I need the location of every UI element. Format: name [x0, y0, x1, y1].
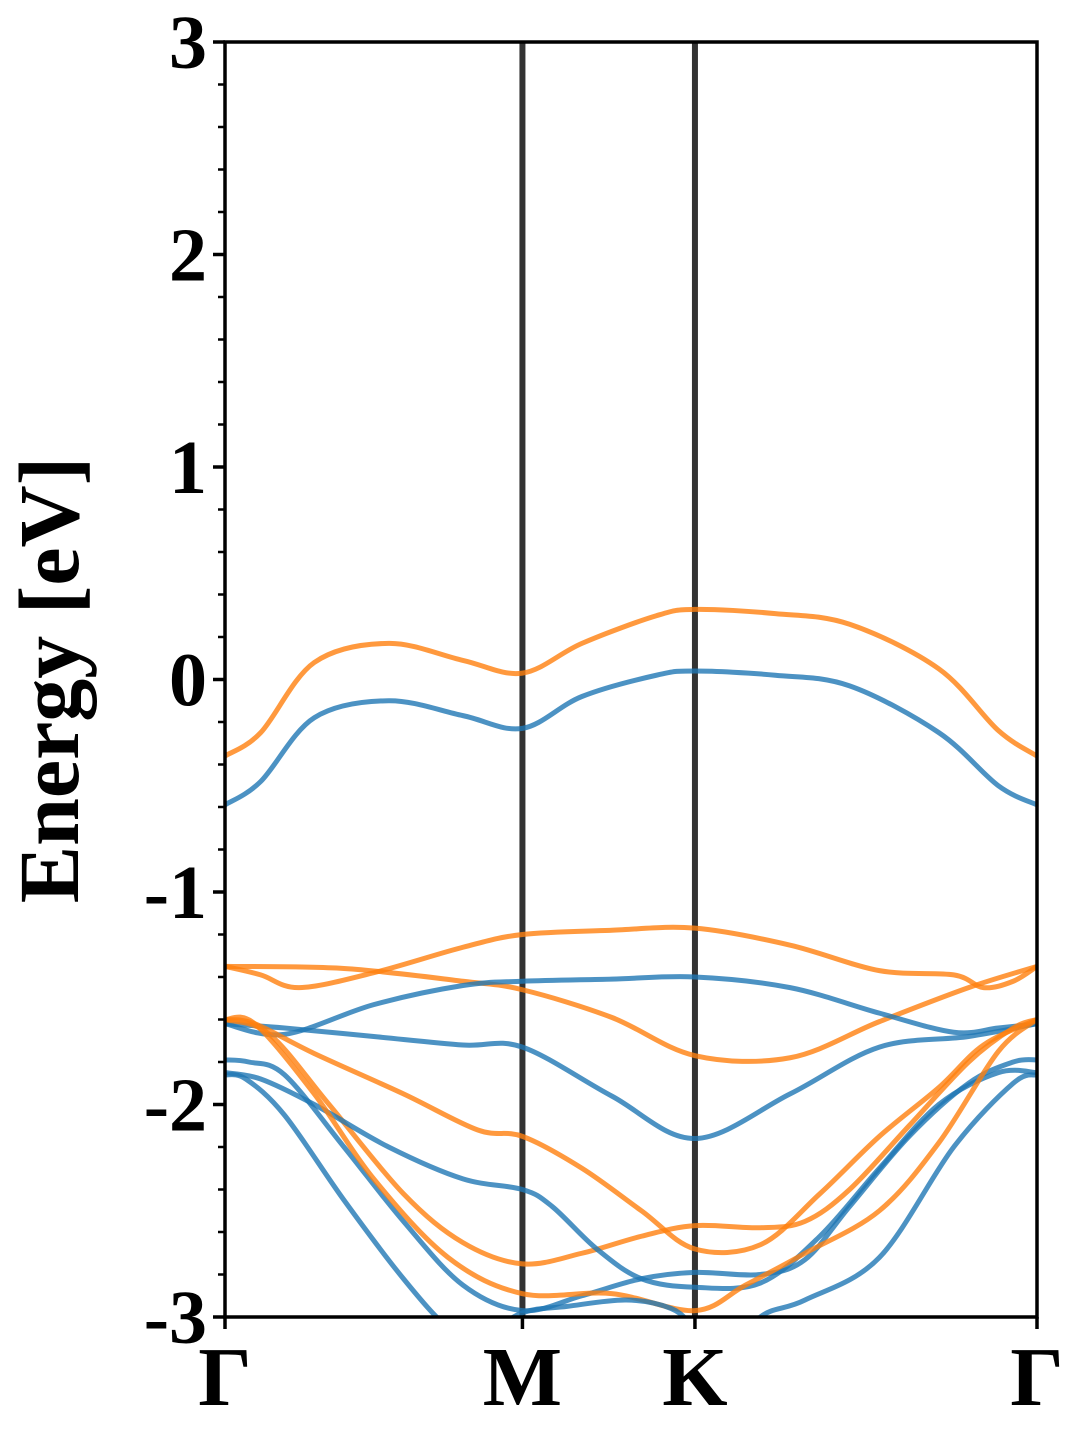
band-line-orange-11	[225, 1014, 1037, 1314]
y-axis-ticks: 3 2 1 0 -1 -2 -3	[144, 1, 225, 1360]
y-tick-label: -1	[144, 851, 207, 935]
band-line-blue-5	[225, 1021, 1037, 1142]
x-tick-label-Γ: Γ	[1010, 1331, 1063, 1424]
band-line-layer	[225, 606, 1037, 1317]
x-tick-label-Γ: Γ	[198, 1331, 251, 1424]
x-tick-label-K: K	[662, 1331, 727, 1424]
y-tick-label: -3	[144, 1276, 207, 1360]
band-line-orange-8	[225, 1017, 1037, 1267]
band-line-orange-4	[225, 924, 1037, 991]
y-tick-label: 0	[169, 639, 207, 723]
band-line-blue-12	[225, 1072, 1037, 1317]
band-line-orange-7	[225, 1017, 1037, 1256]
y-tick-label: -2	[144, 1064, 207, 1148]
y-tick-label: 1	[169, 426, 207, 510]
y-axis-title: Energy [eV]	[1, 457, 97, 904]
band-line-blue-10	[225, 1057, 1037, 1314]
y-tick-label: 3	[169, 1, 207, 85]
kpoint-divider-layer	[519, 42, 698, 1317]
y-tick-label: 2	[169, 214, 207, 298]
band-line-orange-3	[225, 963, 1037, 1064]
band-line-blue-1	[225, 668, 1037, 808]
x-tick-label-M: M	[483, 1331, 562, 1424]
band-line-orange-2	[225, 606, 1037, 759]
band-line-blue-9	[225, 1067, 1037, 1292]
band-line-blue-6	[225, 974, 1037, 1038]
